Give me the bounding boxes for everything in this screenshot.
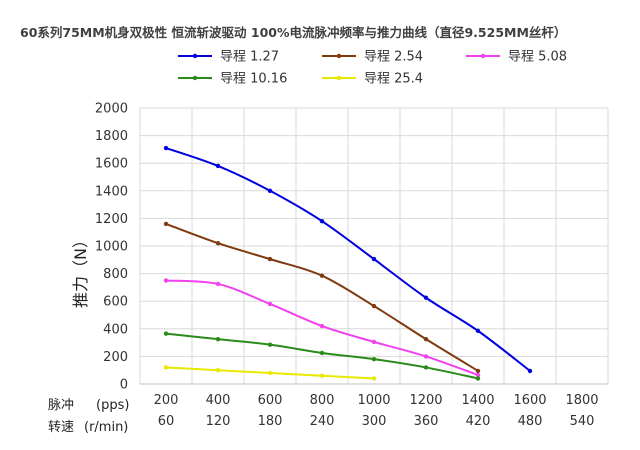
x-tick-label-pps: 1800 xyxy=(565,393,598,408)
data-point xyxy=(215,336,221,342)
y-tick-label: 1600 xyxy=(95,157,128,172)
data-point xyxy=(475,368,481,374)
x-tick-label-rpm: 360 xyxy=(414,414,439,429)
data-point xyxy=(371,376,377,381)
data-point xyxy=(319,350,325,356)
y-tick-label: 400 xyxy=(103,322,128,337)
data-point xyxy=(475,372,481,378)
data-point xyxy=(475,376,481,381)
x-tick-label-pps: 1200 xyxy=(409,393,442,408)
legend-marker xyxy=(336,75,342,81)
x-tick-label-rpm: 300 xyxy=(362,414,387,429)
legend-marker xyxy=(336,53,342,59)
data-point xyxy=(371,256,377,262)
x-tick-label-rpm: 420 xyxy=(466,414,491,429)
data-point xyxy=(163,365,169,370)
y-tick-label: 1800 xyxy=(95,129,128,144)
x-tick-label-pps: 1000 xyxy=(357,393,390,408)
data-point xyxy=(423,354,429,359)
y-tick-label: 1000 xyxy=(95,240,128,255)
x-tick-label-pps: 1400 xyxy=(461,393,494,408)
legend: 导程 1.27 导程 2.54 导程 5.08 导程 10.16 导程 25.4 xyxy=(178,50,567,87)
series-lines xyxy=(163,145,533,381)
x-tick-label-rpm: 120 xyxy=(206,414,231,429)
data-point xyxy=(371,356,377,362)
data-point xyxy=(319,373,325,378)
data-point xyxy=(163,278,169,283)
data-point xyxy=(163,221,169,227)
x-tick-label-rpm: 240 xyxy=(310,414,335,429)
legend-marker xyxy=(192,53,198,59)
data-point xyxy=(319,273,325,278)
data-point xyxy=(267,188,273,193)
data-point xyxy=(215,281,221,287)
x-row2-unit: (r/min) xyxy=(84,420,128,435)
data-point xyxy=(215,241,221,246)
legend-label: 导程 1.27 xyxy=(220,50,279,65)
x-tick-label-rpm: 60 xyxy=(158,414,175,429)
x-row1-unit: (pps) xyxy=(96,398,129,413)
data-point xyxy=(423,295,429,300)
data-point xyxy=(319,218,325,224)
y-tick-label: 200 xyxy=(103,350,128,365)
axes: 0 200 400 600 800 1000 1200 1400 1600 1800 2000 200… xyxy=(95,102,608,429)
data-point xyxy=(371,303,377,309)
y-tick-label: 600 xyxy=(103,295,128,310)
x-tick-label-pps: 600 xyxy=(258,393,283,408)
y-tick-label: 800 xyxy=(103,267,128,282)
data-point xyxy=(163,145,169,151)
y-tick-label: 0 xyxy=(120,378,128,393)
x-row2-label: 转速 xyxy=(48,420,74,435)
data-point xyxy=(267,370,273,376)
x-tick-label-pps: 400 xyxy=(206,393,231,408)
x-tick-label-pps: 200 xyxy=(154,393,179,408)
legend-label: 导程 25.4 xyxy=(364,72,423,87)
data-point xyxy=(371,339,377,345)
legend-label: 导程 10.16 xyxy=(220,72,287,87)
x-row1-label: 脉冲 xyxy=(48,398,74,413)
data-point xyxy=(319,323,325,329)
gridlines xyxy=(139,107,609,385)
x-tick-label-rpm: 480 xyxy=(518,414,543,429)
data-point xyxy=(475,328,481,334)
data-point xyxy=(423,336,429,342)
x-tick-label-pps: 1600 xyxy=(513,393,546,408)
data-point xyxy=(267,342,273,347)
chart-title: 60系列75MM机身双极性 恒流斩波驱动 100%电流脉冲频率与推力曲线（直径9… xyxy=(20,25,567,40)
legend-label: 导程 2.54 xyxy=(364,50,423,65)
data-point xyxy=(527,368,533,374)
axis-labels: 脉冲 (pps) 转速 (r/min) 推力（N） xyxy=(48,232,129,435)
legend-marker xyxy=(480,53,486,59)
legend-label: 导程 5.08 xyxy=(508,50,567,65)
y-tick-label: 2000 xyxy=(95,102,128,117)
data-point xyxy=(267,256,273,262)
data-point xyxy=(215,368,221,373)
data-point xyxy=(215,163,221,169)
y-tick-label: 1400 xyxy=(95,184,128,199)
data-point xyxy=(163,331,169,336)
y-tick-label: 1200 xyxy=(95,212,128,227)
data-point xyxy=(267,301,273,307)
x-tick-label-rpm: 540 xyxy=(570,414,595,429)
data-point xyxy=(423,365,429,370)
y-axis-label: 推力（N） xyxy=(71,232,90,308)
legend-marker xyxy=(192,75,198,81)
x-tick-label-rpm: 180 xyxy=(258,414,283,429)
x-tick-label-pps: 800 xyxy=(310,393,335,408)
